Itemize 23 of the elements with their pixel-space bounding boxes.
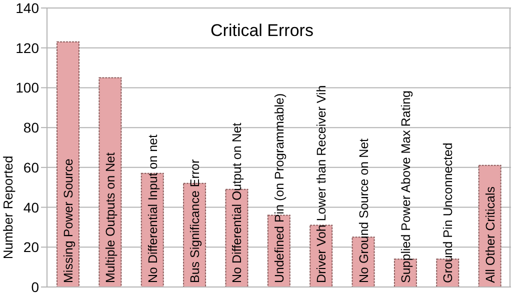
- y-tick-label: 40: [23, 199, 40, 216]
- y-tick-label: 20: [23, 239, 40, 256]
- x-tick-label: No Differential Output on Net: [230, 122, 244, 283]
- x-tick-label: All Other Criticals: [483, 186, 498, 283]
- x-tick-label: Ground Pin Unconnected: [441, 142, 456, 283]
- y-axis-title: Number Reported: [0, 156, 16, 260]
- x-tick-label: Bus Significance Error: [188, 159, 202, 283]
- y-tick-label: 80: [23, 120, 40, 136]
- x-tick-label: Undefined Pin (on Programmable): [272, 93, 286, 283]
- bar: [56, 41, 80, 287]
- x-tick-label: Supplied Power Above Max Rating: [398, 90, 413, 283]
- text: Critical Errors: [210, 21, 314, 40]
- bar: [98, 77, 122, 287]
- y-tick-label: 140: [16, 0, 40, 16]
- y-tick-label: 0: [31, 278, 40, 295]
- x-tick-label: Multiple Outputs on Net: [104, 152, 118, 283]
- x-tick-label: No Differential Input on net: [146, 134, 160, 283]
- x-tick-label: Driver Voh Lower than Receiver Vih: [314, 85, 329, 283]
- x-tick-label: Missing Power Source: [62, 158, 76, 283]
- y-tick-label: 120: [16, 40, 40, 56]
- x-tick-label: No Ground Source on Net: [356, 138, 371, 283]
- y-tick-label: 100: [16, 80, 40, 96]
- y-tick-label: 60: [23, 159, 40, 176]
